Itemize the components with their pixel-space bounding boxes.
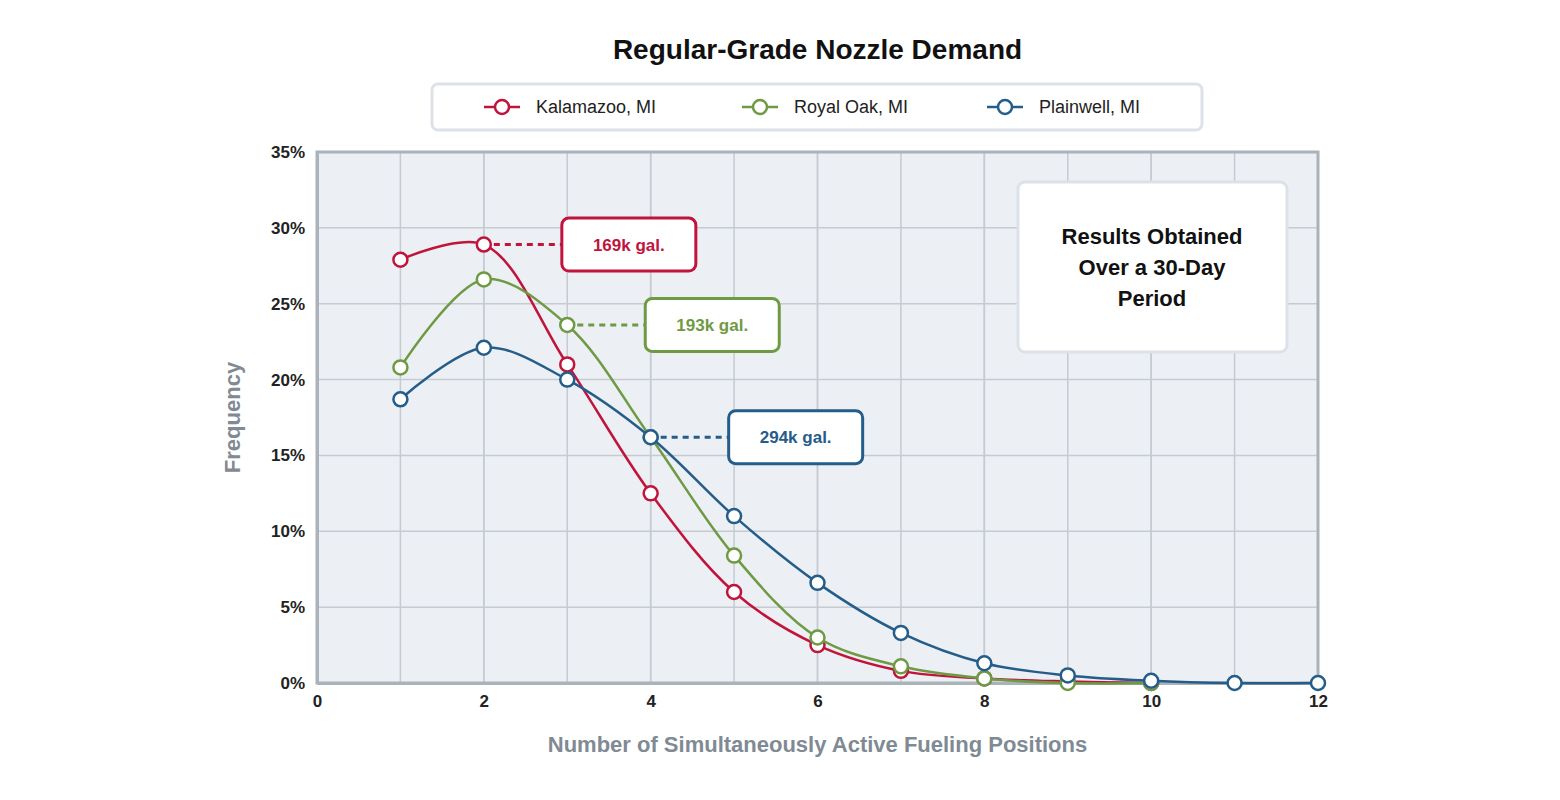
- y-tick-label: 5%: [280, 598, 305, 617]
- grid-line: [900, 152, 902, 683]
- legend-marker: [998, 100, 1012, 114]
- y-axis-title: Frequency: [220, 361, 245, 473]
- annotation-text: 193k gal.: [676, 316, 748, 335]
- y-tick: 25%: [271, 295, 317, 314]
- series-marker: [727, 549, 741, 563]
- y-tick: 0%: [280, 674, 317, 693]
- grid-line: [483, 152, 485, 683]
- series-group: [393, 238, 1325, 690]
- legend-box: [432, 84, 1202, 130]
- series-marker: [1144, 674, 1158, 688]
- series-marker: [977, 671, 991, 685]
- y-tick: 15%: [271, 446, 317, 465]
- legend-label: Royal Oak, MI: [794, 97, 908, 117]
- grid: [317, 152, 1318, 683]
- legend-entry: Royal Oak, MI: [742, 97, 908, 117]
- series-marker: [977, 656, 991, 670]
- series-marker: [477, 272, 491, 286]
- y-tick: 20%: [271, 371, 317, 390]
- series-marker: [894, 659, 908, 673]
- x-tick: 0: [313, 683, 322, 711]
- title: Regular-Grade Nozzle Demand: [613, 34, 1022, 65]
- x-tick-label: 0: [313, 692, 322, 711]
- legend-label: Kalamazoo, MI: [536, 97, 656, 117]
- annotation-box: [645, 298, 779, 351]
- plot-background: [317, 152, 1318, 683]
- series-marker: [644, 430, 658, 444]
- series-marker: [977, 671, 991, 685]
- series-marker: [393, 253, 407, 267]
- series-marker: [894, 626, 908, 640]
- x-axis-title: Number of Simultaneously Active Fueling …: [548, 732, 1087, 757]
- annotation-box: [729, 411, 863, 464]
- legend-marker: [495, 100, 509, 114]
- note-text: Period: [1118, 286, 1186, 311]
- y-tick: 35%: [271, 143, 317, 162]
- series-marker: [560, 373, 574, 387]
- annotations: 169k gal. 193k gal. 294k gal.: [494, 218, 863, 464]
- legend: Kalamazoo, MI Royal Oak, MI Plainwell, MI: [432, 84, 1202, 130]
- series-marker: [560, 318, 574, 332]
- x-tick-label: 8: [980, 692, 989, 711]
- y-tick-label: 0%: [280, 674, 305, 693]
- series-marker: [811, 630, 825, 644]
- y-tick-label: 10%: [271, 522, 305, 541]
- note-box: [1018, 182, 1287, 352]
- note-text: Over a 30-Day: [1079, 255, 1227, 280]
- plot-frame: [317, 152, 1318, 683]
- series-marker: [644, 486, 658, 500]
- x-tick-label: 10: [1142, 692, 1161, 711]
- x-tick: 4: [646, 683, 656, 711]
- x-tick-label: 2: [480, 692, 489, 711]
- legend-label: Plainwell, MI: [1039, 97, 1140, 117]
- y-axis: 0% 5% 10% 15% 20% 25% 30% 35%: [271, 143, 318, 693]
- x-tick: 8: [980, 683, 989, 711]
- annotation-text: 294k gal.: [760, 428, 832, 447]
- legend-marker: [753, 100, 767, 114]
- series-marker: [393, 392, 407, 406]
- x-tick-label: 12: [1309, 692, 1328, 711]
- chart: Regular-Grade Nozzle Demand Kalamazoo, MI…: [0, 0, 1560, 800]
- y-tick: 30%: [271, 219, 317, 238]
- series-marker: [560, 357, 574, 371]
- legend-entry: Kalamazoo, MI: [484, 97, 656, 117]
- series-marker: [1311, 676, 1325, 690]
- y-tick-label: 35%: [271, 143, 305, 162]
- legend-entry: Plainwell, MI: [987, 97, 1140, 117]
- series-marker: [811, 576, 825, 590]
- x-axis: 0 2 4 6 8 10 12: [313, 683, 1328, 711]
- series-line: [400, 347, 1318, 683]
- x-tick: 2: [480, 683, 489, 711]
- series-marker: [1228, 676, 1242, 690]
- y-tick-label: 15%: [271, 446, 305, 465]
- series-marker: [727, 509, 741, 523]
- note: Results Obtained Over a 30-Day Period: [1018, 182, 1287, 352]
- annotation-leader: [577, 323, 645, 326]
- x-tick: 6: [813, 683, 822, 711]
- grid-line: [984, 152, 986, 683]
- x-tick-label: 6: [813, 692, 822, 711]
- annotation-box: [562, 218, 696, 271]
- annotation-leader: [494, 243, 562, 246]
- grid-line: [483, 152, 485, 683]
- series: [393, 341, 1325, 690]
- series-marker: [1061, 668, 1075, 682]
- y-tick-label: 30%: [271, 219, 305, 238]
- series-marker: [393, 360, 407, 374]
- x-tick-label: 4: [646, 692, 656, 711]
- series-marker: [644, 430, 658, 444]
- grid-line: [400, 152, 402, 683]
- series-marker: [727, 585, 741, 599]
- y-tick-label: 25%: [271, 295, 305, 314]
- y-tick-label: 20%: [271, 371, 305, 390]
- y-tick: 10%: [271, 522, 317, 541]
- annotation-text: 169k gal.: [593, 236, 665, 255]
- grid-line: [984, 152, 986, 683]
- series-marker: [477, 238, 491, 252]
- series-marker: [477, 341, 491, 355]
- annotation-leader: [661, 436, 729, 439]
- note-text: Results Obtained: [1062, 224, 1243, 249]
- y-tick: 5%: [280, 598, 317, 617]
